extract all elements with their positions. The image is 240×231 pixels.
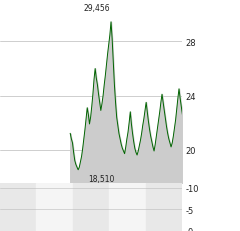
Bar [146, 184, 182, 231]
Text: 29,456: 29,456 [83, 4, 110, 13]
Bar [0, 184, 36, 231]
Text: 18,510: 18,510 [89, 174, 115, 183]
Bar [109, 184, 146, 231]
Bar [73, 184, 109, 231]
Bar [36, 184, 73, 231]
